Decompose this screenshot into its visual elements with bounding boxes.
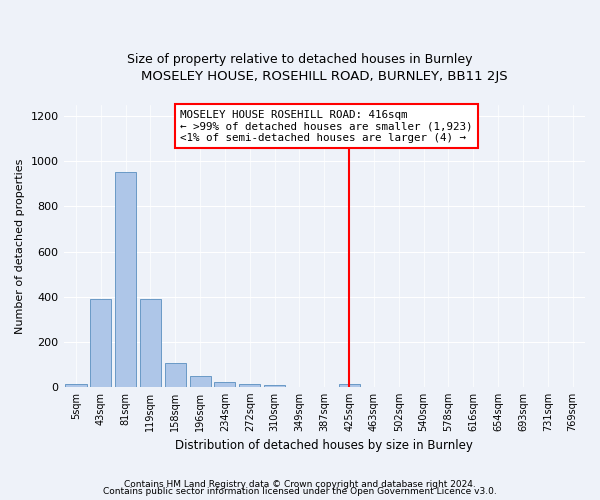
Bar xyxy=(65,384,86,387)
Bar xyxy=(115,172,136,387)
Bar xyxy=(264,384,285,387)
Y-axis label: Number of detached properties: Number of detached properties xyxy=(15,158,25,334)
Text: MOSELEY HOUSE ROSEHILL ROAD: 416sqm
← >99% of detached houses are smaller (1,923: MOSELEY HOUSE ROSEHILL ROAD: 416sqm ← >9… xyxy=(180,110,473,142)
X-axis label: Distribution of detached houses by size in Burnley: Distribution of detached houses by size … xyxy=(175,440,473,452)
Bar xyxy=(165,363,186,387)
Bar xyxy=(140,299,161,387)
Bar xyxy=(338,384,359,387)
Text: Contains public sector information licensed under the Open Government Licence v3: Contains public sector information licen… xyxy=(103,488,497,496)
Bar xyxy=(239,384,260,387)
Text: Contains HM Land Registry data © Crown copyright and database right 2024.: Contains HM Land Registry data © Crown c… xyxy=(124,480,476,489)
Text: Size of property relative to detached houses in Burnley: Size of property relative to detached ho… xyxy=(127,52,473,66)
Bar xyxy=(90,299,112,387)
Bar xyxy=(190,376,211,387)
Title: MOSELEY HOUSE, ROSEHILL ROAD, BURNLEY, BB11 2JS: MOSELEY HOUSE, ROSEHILL ROAD, BURNLEY, B… xyxy=(141,70,508,83)
Bar xyxy=(214,382,235,387)
